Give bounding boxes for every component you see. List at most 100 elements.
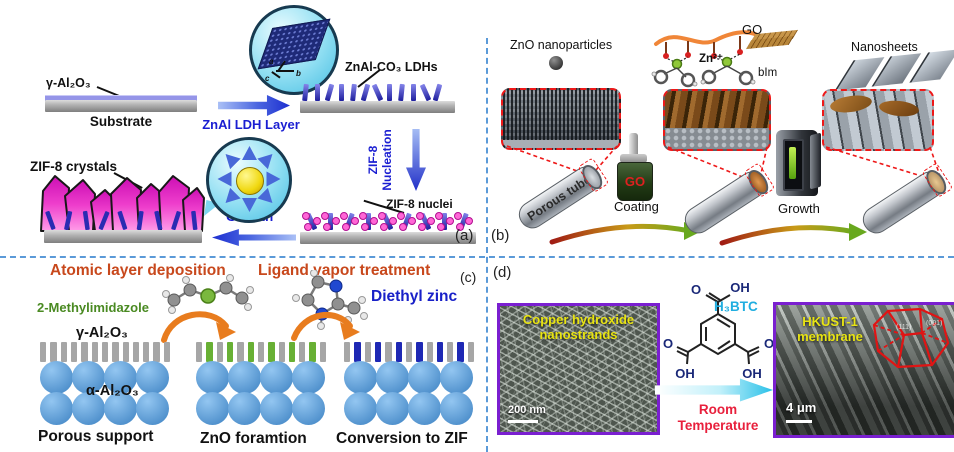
zinc-sphere — [236, 167, 264, 195]
zif8-nucleus-dot — [437, 223, 445, 231]
panel-divider-vertical — [486, 38, 488, 452]
alumina-sphere — [228, 361, 261, 394]
sem-copper-hydroxide: Copper hydroxide nanostrands 200 nm — [497, 303, 660, 435]
inset-ldh-sheet: a b c — [249, 5, 339, 95]
nucleus-unit — [302, 211, 321, 232]
nanosheets-graphic — [834, 49, 954, 92]
nucleus-unit — [340, 211, 359, 232]
sem-hkust1-membrane: HKUST-1 membrane (111) (001) 4 μm — [773, 302, 954, 438]
pillar — [216, 342, 223, 362]
h3btc-molecule: O OH O OH O OH — [663, 280, 774, 381]
zif8-nucleus-dot — [321, 212, 329, 220]
go-patch — [829, 93, 873, 115]
zif8-nucleus-dot — [397, 212, 405, 220]
panel-c-label: (c) — [460, 269, 477, 285]
diethyl-zinc-molecule — [162, 274, 254, 314]
alpha-sphere-row — [344, 361, 473, 394]
pillar — [299, 342, 306, 362]
go-zn-bim-scheme — [651, 30, 764, 88]
furnace-icon — [776, 130, 821, 196]
zif8-nucleus-dot — [427, 217, 435, 225]
pillar — [426, 342, 433, 362]
ligand-arrow-icon — [291, 311, 360, 341]
nucleus-unit — [416, 211, 435, 232]
room-temperature-label: Room Temperature — [677, 402, 759, 434]
zoombox-nanosheet-layer — [822, 89, 934, 151]
pillar — [447, 342, 454, 362]
pillar — [344, 342, 351, 362]
nuclei-label: ZIF-8 nuclei — [386, 197, 453, 211]
gamma-alumina-label-c: γ-Al₂O₃ — [76, 325, 128, 341]
alpha-sphere-row — [196, 392, 325, 425]
alumina-sphere — [440, 392, 473, 425]
tube-end-marker — [921, 162, 954, 199]
furnace-sample-glow — [789, 147, 796, 179]
alumina-sphere — [344, 361, 377, 394]
panel-a-label: (a) — [455, 227, 474, 244]
alumina-sphere — [440, 361, 473, 394]
zno-nanoparticles-label: ZnO nanoparticles — [510, 38, 613, 52]
hkust1-crystal-wireframe: (111) (001) — [872, 307, 950, 369]
support-structure-zno — [196, 342, 327, 428]
pillar — [153, 342, 160, 362]
alumina-sphere — [40, 361, 73, 394]
crystals-label: ZIF-8 crystals — [30, 159, 118, 174]
diethyl-zinc-label: Diethyl zinc — [371, 288, 458, 305]
h3btc-label: H₃BTC — [714, 299, 758, 314]
axis-c-label: c — [265, 74, 270, 83]
inset-zif8-cage — [206, 137, 292, 223]
alumina-sphere — [228, 392, 261, 425]
zif8-nucleus-dot — [332, 217, 340, 225]
cage-triangle — [218, 172, 232, 187]
tube-end-marker — [743, 162, 776, 199]
alumina-sphere — [72, 392, 105, 425]
zno-rod-base — [503, 140, 619, 148]
nucleus-unit — [359, 211, 378, 232]
alumina-sphere — [40, 392, 73, 425]
nuclei-substrate-bar — [300, 232, 476, 244]
ldh-rod — [339, 84, 344, 101]
cage-triangle — [242, 146, 257, 160]
alpha-alumina-label: α-Al₂O₃ — [86, 383, 139, 399]
nucleus-unit — [321, 211, 340, 232]
porous-tube-graphic: Porous tube — [512, 157, 610, 234]
cage-triangle — [267, 172, 281, 187]
sem2-scale-text: 4 μm — [786, 400, 817, 415]
pillar — [143, 342, 150, 362]
zif8-nucleus-dot — [370, 217, 378, 225]
alumina-sphere — [376, 392, 409, 425]
go-wave-layer — [665, 91, 769, 128]
zif8-nucleus-dot — [416, 212, 424, 220]
pillar — [247, 342, 254, 362]
pillar — [257, 342, 265, 362]
svg-text:OH: OH — [730, 280, 750, 295]
methylimidazole-molecule — [292, 270, 368, 330]
ldh-rod — [411, 84, 416, 101]
zoombox-go-coating — [663, 89, 771, 151]
ligand-step-label: Ligand vapor treatment — [258, 262, 431, 279]
pillar — [206, 342, 213, 362]
zif8-nucleus-dot — [399, 223, 407, 231]
alumina-sphere — [292, 361, 325, 394]
cage-triangle — [257, 149, 278, 170]
furnace-door — [810, 132, 821, 190]
ldh-rod — [366, 213, 371, 230]
zif8-nucleus-dot — [456, 223, 464, 231]
pillar — [374, 342, 382, 362]
ald-arrow-icon — [161, 311, 236, 343]
zif8-nucleus-dot — [389, 217, 397, 225]
ldh-rod — [328, 213, 333, 230]
pillar — [101, 342, 109, 362]
porous-support-label: Porous support — [38, 428, 154, 445]
pillar — [268, 342, 275, 362]
pillar — [385, 342, 392, 362]
methylimidazole-label: 2-Methylimidazole — [37, 300, 149, 315]
alumina-sphere — [104, 361, 137, 394]
zoombox-zno-rods — [501, 88, 621, 150]
zif8-nucleus-dot — [380, 223, 388, 231]
ldh-rod — [350, 83, 357, 102]
zif8-nucleus-dot — [465, 217, 473, 225]
panel-divider-horizontal — [0, 256, 954, 258]
pillar — [40, 342, 47, 362]
